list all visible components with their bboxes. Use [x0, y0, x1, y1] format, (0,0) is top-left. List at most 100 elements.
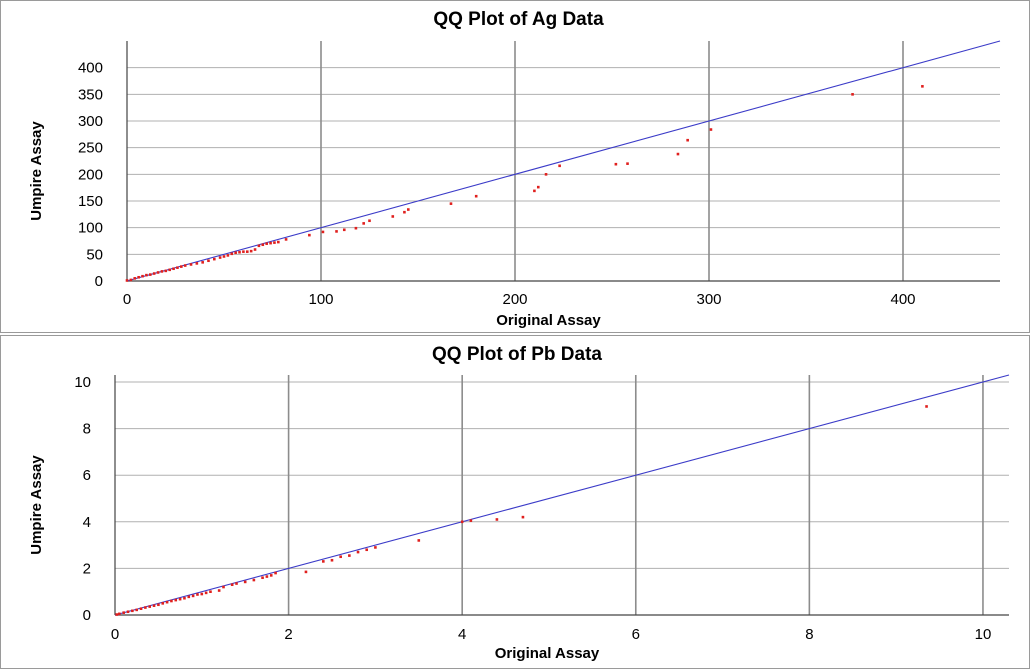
- data-point: [137, 275, 140, 279]
- x-tick-label: 400: [890, 291, 915, 308]
- x-tick-label: 4: [458, 626, 466, 643]
- data-point: [686, 138, 689, 142]
- data-point: [183, 264, 187, 267]
- data-point: [365, 548, 369, 552]
- data-point: [213, 257, 216, 261]
- data-point: [125, 279, 129, 282]
- y-axis-label: Umpire Assay: [28, 121, 45, 221]
- y-tick-label: 300: [78, 113, 103, 130]
- data-point: [222, 255, 226, 258]
- data-point: [126, 610, 130, 614]
- data-point: [174, 598, 178, 602]
- data-point: [157, 603, 160, 607]
- data-point: [230, 252, 234, 256]
- ag-chart-panel: 0 100 200 300 400 0 50 100 150 200 250 300 350 400 QQ …: [0, 0, 1030, 333]
- x-tick-label: 100: [308, 291, 333, 308]
- y-tick-label: 0: [83, 607, 91, 624]
- data-point: [115, 613, 119, 616]
- data-point: [269, 241, 272, 245]
- data-point: [348, 554, 351, 557]
- data-point: [417, 539, 421, 542]
- data-point: [168, 268, 171, 272]
- x-tick-label: 0: [123, 291, 131, 308]
- data-point: [368, 219, 371, 223]
- data-point: [152, 604, 156, 607]
- data-point: [321, 230, 325, 234]
- data-point: [533, 189, 536, 193]
- y-tick-label: 6: [83, 467, 91, 484]
- data-point: [469, 519, 473, 522]
- x-tick-label: 10: [975, 626, 992, 643]
- y-tick-label: 350: [78, 86, 103, 103]
- y-tick-label: 2: [83, 560, 91, 577]
- data-point: [145, 273, 148, 277]
- data-point: [277, 240, 280, 244]
- x-tick-label: 2: [284, 626, 292, 643]
- data-point: [201, 261, 204, 264]
- data-point: [474, 194, 478, 198]
- data-point: [403, 210, 406, 214]
- data-point: [374, 546, 377, 549]
- data-point: [921, 85, 924, 88]
- reference-line: [126, 40, 1001, 282]
- data-point: [544, 173, 548, 176]
- y-tick-label: 8: [83, 421, 91, 438]
- x-tick-label: 8: [805, 626, 813, 643]
- x-tick-label: 200: [502, 291, 527, 308]
- data-point: [284, 238, 288, 241]
- y-tick-label: 50: [86, 246, 103, 263]
- data-point: [235, 582, 238, 585]
- data-point: [176, 266, 179, 269]
- x-axis-label: Original Assay: [495, 645, 600, 662]
- data-point: [156, 271, 160, 274]
- data-point: [308, 233, 311, 237]
- data-point: [261, 576, 264, 580]
- data-point: [274, 571, 277, 575]
- data-point: [261, 243, 265, 247]
- data-point: [322, 560, 325, 563]
- data-point: [226, 254, 230, 257]
- data-point: [195, 262, 199, 265]
- data-point: [269, 574, 273, 577]
- data-point: [851, 93, 854, 96]
- y-tick-label: 200: [78, 166, 103, 183]
- data-point: [243, 580, 247, 584]
- data-point: [330, 558, 334, 562]
- data-point: [304, 570, 308, 574]
- data-point: [135, 608, 138, 612]
- data-point: [460, 520, 464, 524]
- data-point: [273, 241, 276, 244]
- data-point: [129, 278, 133, 282]
- data-point: [558, 164, 561, 168]
- data-point: [925, 405, 928, 408]
- data-point: [218, 256, 222, 259]
- data-point: [183, 596, 186, 600]
- data-point: [170, 599, 173, 603]
- x-tick-label: 6: [632, 626, 640, 643]
- data-point: [249, 249, 253, 253]
- x-tick-label: 300: [696, 291, 721, 308]
- data-point: [207, 259, 210, 263]
- data-point: [356, 550, 360, 554]
- chart-title: QQ Plot of Ag Data: [433, 9, 604, 30]
- data-point: [204, 591, 208, 595]
- data-point: [407, 208, 410, 211]
- data-point: [191, 594, 195, 598]
- data-point: [189, 263, 193, 266]
- data-point: [178, 597, 182, 601]
- data-point: [342, 228, 346, 232]
- data-point: [709, 128, 713, 131]
- chart-title: QQ Plot of Pb Data: [432, 344, 602, 365]
- data-point: [180, 265, 183, 268]
- data-point: [536, 185, 540, 189]
- data-point: [362, 222, 365, 225]
- data-point: [217, 589, 221, 592]
- data-point: [172, 267, 175, 271]
- y-axis-label: Umpire Assay: [28, 455, 45, 555]
- data-point: [354, 226, 358, 230]
- data-point: [118, 612, 121, 616]
- data-point: [614, 162, 618, 166]
- data-point: [521, 515, 525, 519]
- data-point: [245, 250, 249, 253]
- y-tick-label: 4: [83, 514, 91, 531]
